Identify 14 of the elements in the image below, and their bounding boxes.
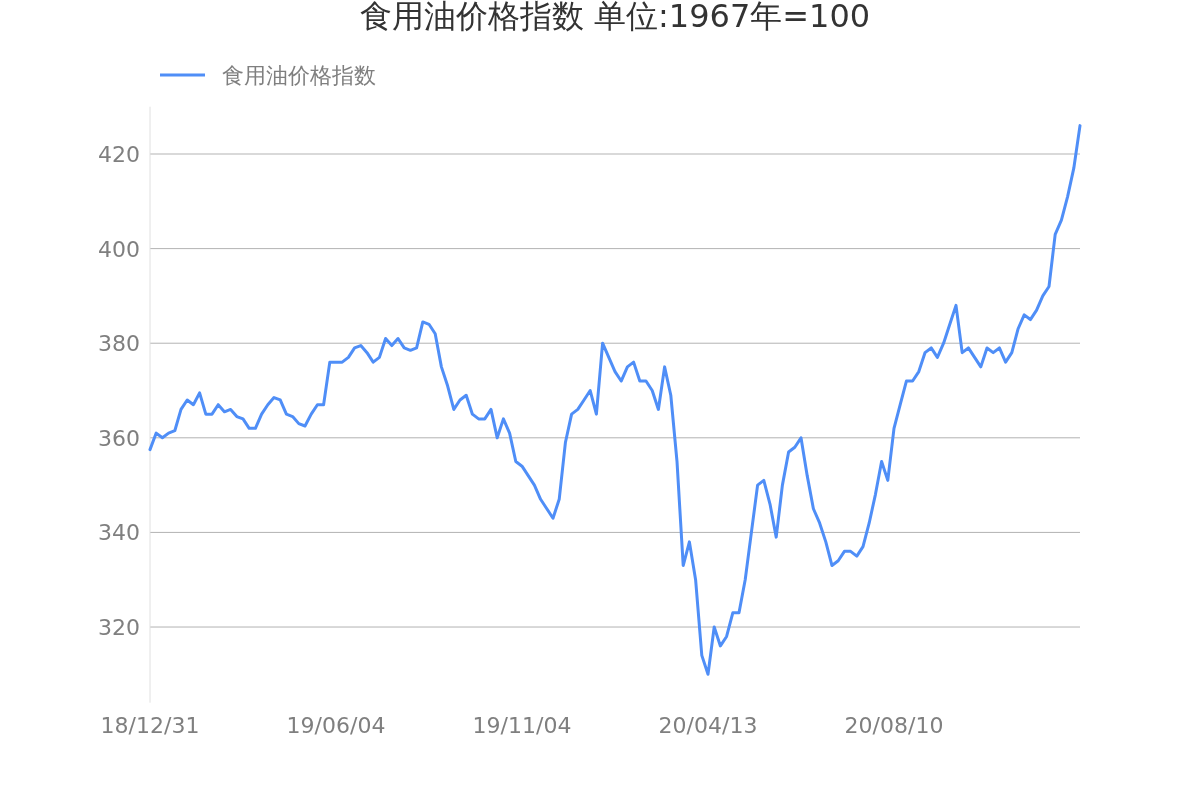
legend-label: 食用油价格指数 bbox=[222, 63, 376, 88]
x-tick-label: 18/12/31 bbox=[100, 713, 200, 738]
y-tick-label: 320 bbox=[98, 615, 140, 641]
chart-title: 食用油价格指数 单位:1967年=100 bbox=[359, 0, 871, 35]
x-tick-label: 20/08/10 bbox=[844, 713, 944, 738]
y-tick-label: 420 bbox=[98, 142, 140, 167]
line-series bbox=[148, 124, 1082, 676]
y-tick-label: 400 bbox=[98, 236, 140, 262]
x-tick-label: 19/11/04 bbox=[472, 713, 572, 738]
y-tick-label: 340 bbox=[98, 520, 140, 546]
y-tick-label: 380 bbox=[98, 331, 140, 357]
y-tick-label: 360 bbox=[98, 425, 140, 451]
x-tick-label: 19/06/04 bbox=[286, 713, 386, 738]
x-tick-label: 20/04/13 bbox=[658, 713, 758, 738]
